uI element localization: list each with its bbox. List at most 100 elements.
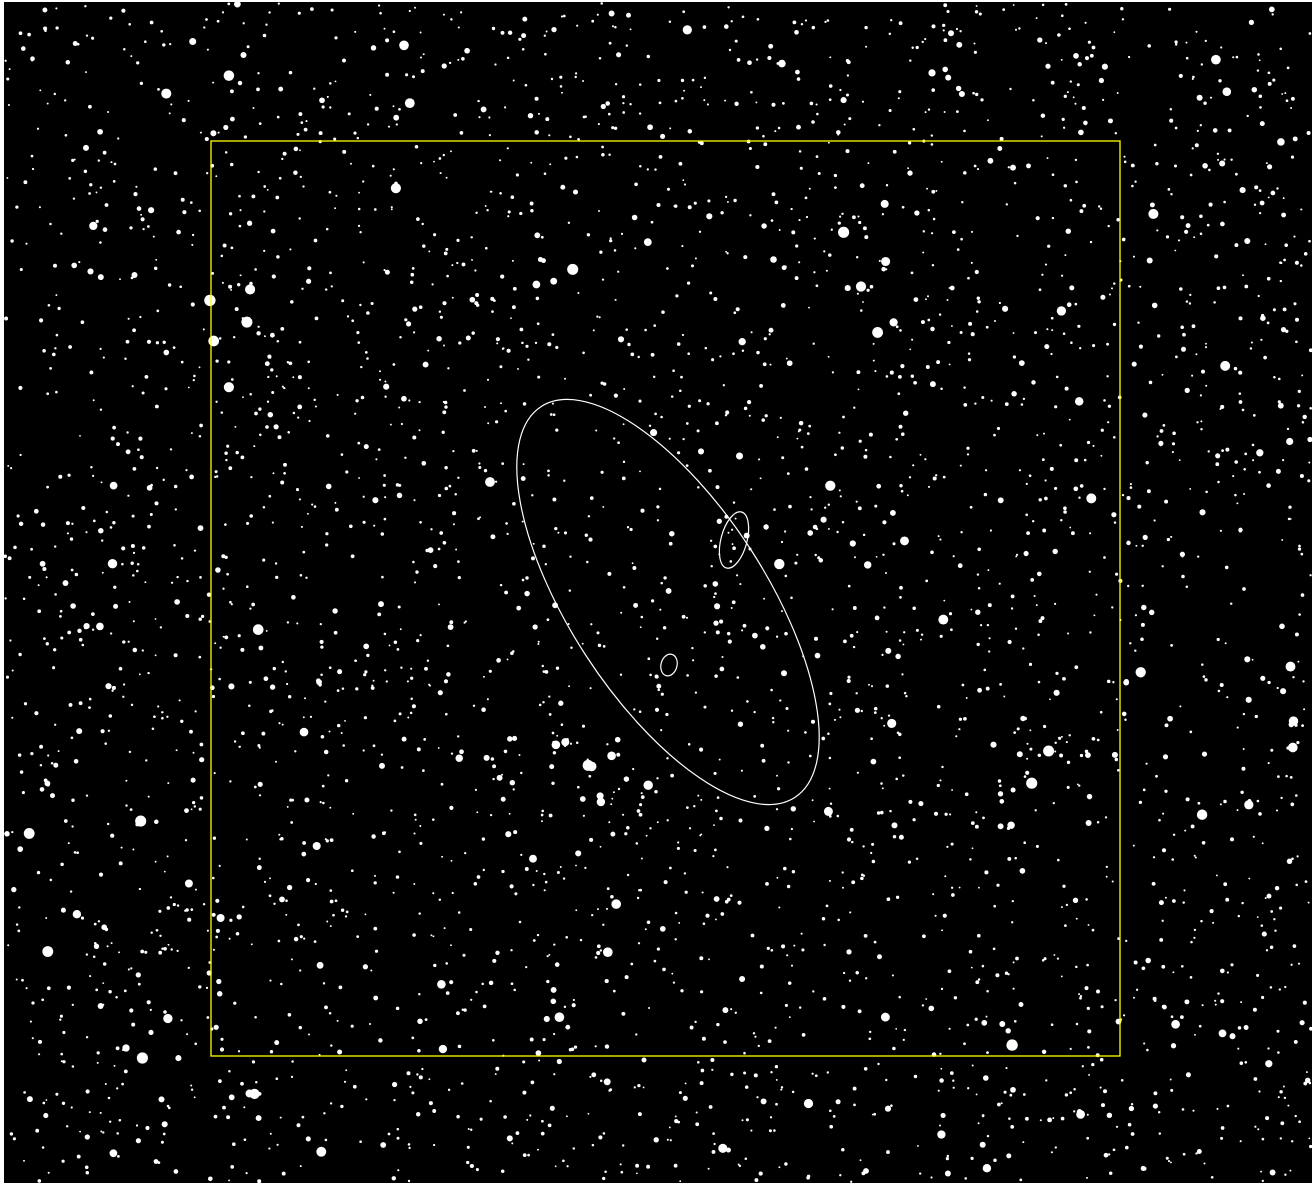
star bbox=[76, 728, 83, 735]
star bbox=[943, 111, 946, 113]
star bbox=[895, 895, 900, 899]
star bbox=[546, 1017, 549, 1020]
star bbox=[1039, 1119, 1042, 1122]
star bbox=[650, 352, 655, 357]
star bbox=[980, 624, 983, 627]
star bbox=[211, 876, 215, 880]
star bbox=[556, 734, 559, 737]
star bbox=[677, 841, 680, 844]
star bbox=[758, 458, 761, 461]
star bbox=[1051, 173, 1055, 177]
star bbox=[622, 111, 626, 114]
star bbox=[883, 724, 886, 727]
star bbox=[656, 947, 660, 951]
star bbox=[898, 732, 902, 737]
star bbox=[769, 363, 772, 366]
star bbox=[1200, 420, 1203, 423]
star bbox=[967, 358, 972, 362]
star bbox=[902, 1038, 905, 1042]
star bbox=[939, 779, 942, 782]
star bbox=[53, 545, 57, 548]
star bbox=[1111, 751, 1118, 758]
star bbox=[582, 814, 585, 817]
star bbox=[756, 17, 760, 21]
star bbox=[296, 1123, 301, 1128]
star bbox=[110, 833, 115, 838]
star bbox=[1096, 738, 1100, 742]
star bbox=[554, 1165, 557, 1168]
star bbox=[687, 352, 691, 356]
star bbox=[1261, 1179, 1264, 1183]
star bbox=[795, 69, 800, 75]
star bbox=[576, 785, 580, 789]
star bbox=[1294, 632, 1299, 637]
star bbox=[1285, 329, 1289, 333]
star bbox=[735, 307, 740, 312]
star bbox=[1138, 344, 1143, 349]
star bbox=[228, 284, 233, 289]
star bbox=[35, 1128, 40, 1133]
star bbox=[659, 608, 662, 611]
star bbox=[952, 1086, 955, 1089]
star bbox=[304, 697, 306, 700]
star bbox=[228, 937, 231, 940]
star bbox=[442, 410, 447, 415]
star bbox=[1260, 315, 1266, 321]
star bbox=[1079, 996, 1082, 1000]
star bbox=[71, 1003, 74, 1007]
star bbox=[214, 470, 218, 474]
star bbox=[1089, 532, 1092, 535]
star bbox=[357, 224, 361, 228]
star bbox=[475, 211, 478, 215]
star bbox=[967, 352, 971, 355]
star bbox=[1180, 1015, 1184, 1019]
star bbox=[389, 174, 392, 177]
star bbox=[243, 1106, 246, 1109]
star bbox=[565, 935, 569, 939]
star bbox=[1192, 75, 1195, 79]
star bbox=[859, 1159, 862, 1162]
star bbox=[149, 513, 153, 516]
star bbox=[669, 866, 672, 870]
star bbox=[1258, 812, 1262, 816]
star bbox=[852, 606, 857, 610]
star bbox=[591, 19, 595, 23]
star bbox=[220, 411, 224, 414]
star bbox=[629, 103, 632, 106]
star bbox=[55, 7, 58, 10]
star bbox=[206, 929, 209, 932]
star bbox=[85, 531, 88, 534]
star bbox=[881, 256, 891, 267]
star bbox=[422, 361, 429, 368]
star bbox=[57, 750, 60, 753]
star bbox=[144, 950, 148, 954]
star bbox=[1220, 999, 1225, 1004]
star bbox=[1257, 1128, 1260, 1131]
star bbox=[599, 250, 603, 254]
star bbox=[129, 808, 133, 811]
star bbox=[1130, 1132, 1135, 1136]
star bbox=[1085, 56, 1089, 61]
star bbox=[839, 215, 842, 218]
star bbox=[806, 1174, 811, 1179]
star bbox=[220, 254, 224, 258]
star bbox=[579, 796, 586, 802]
star bbox=[70, 736, 74, 740]
star bbox=[1235, 55, 1239, 59]
star bbox=[59, 1018, 62, 1021]
star bbox=[1031, 380, 1036, 385]
star bbox=[1134, 614, 1138, 617]
star bbox=[475, 990, 478, 994]
star bbox=[411, 267, 415, 270]
star bbox=[521, 341, 524, 345]
star bbox=[421, 222, 424, 226]
star bbox=[278, 86, 284, 92]
star bbox=[700, 833, 703, 836]
star bbox=[1124, 1145, 1129, 1150]
star bbox=[484, 204, 487, 207]
star bbox=[710, 1057, 715, 1063]
star bbox=[594, 1045, 597, 1048]
star bbox=[1066, 91, 1069, 94]
star bbox=[78, 261, 81, 264]
